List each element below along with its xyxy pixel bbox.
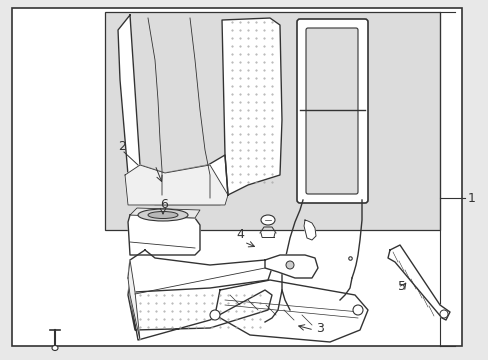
FancyBboxPatch shape — [296, 19, 367, 203]
Text: 5: 5 — [397, 280, 405, 293]
Polygon shape — [304, 220, 315, 240]
Polygon shape — [128, 278, 271, 340]
Polygon shape — [128, 250, 271, 292]
Polygon shape — [222, 18, 282, 195]
Polygon shape — [264, 255, 317, 278]
Polygon shape — [128, 215, 200, 255]
Ellipse shape — [148, 212, 178, 219]
Ellipse shape — [52, 346, 58, 351]
Text: 1: 1 — [467, 192, 475, 204]
Polygon shape — [215, 280, 367, 342]
Circle shape — [439, 310, 447, 318]
Ellipse shape — [138, 209, 187, 221]
Text: 2: 2 — [118, 140, 125, 153]
Polygon shape — [130, 208, 200, 218]
Circle shape — [285, 261, 293, 269]
Circle shape — [352, 305, 362, 315]
Text: 3: 3 — [315, 322, 323, 335]
Ellipse shape — [261, 215, 274, 225]
FancyBboxPatch shape — [305, 28, 357, 194]
Text: 4: 4 — [236, 228, 244, 241]
Text: 6: 6 — [160, 198, 167, 211]
Polygon shape — [387, 245, 449, 320]
Polygon shape — [128, 260, 140, 340]
Circle shape — [209, 310, 220, 320]
Polygon shape — [118, 15, 227, 205]
Polygon shape — [125, 165, 227, 205]
Bar — [105, 12, 439, 230]
